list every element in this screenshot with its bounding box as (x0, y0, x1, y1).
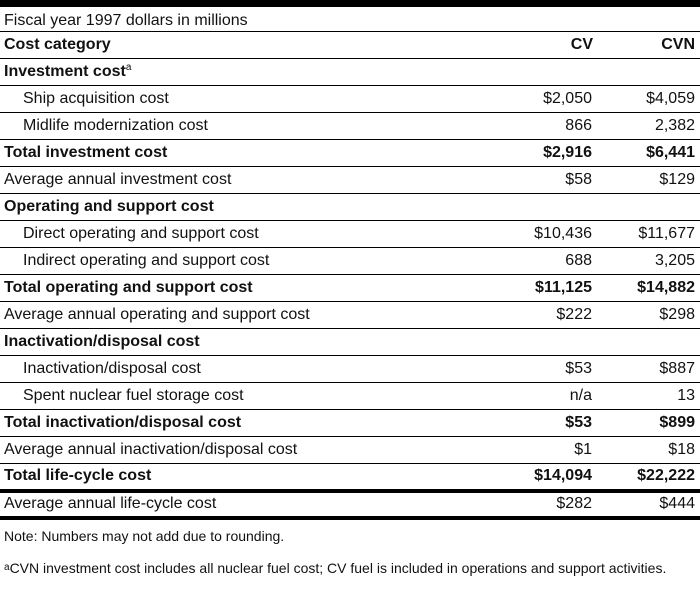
table-row: Average annual life-cycle cost $282 $444 (0, 490, 700, 520)
total-row: Total inactivation/disposal cost $53 $89… (0, 409, 700, 437)
cv-value: $10,436 (496, 220, 598, 248)
table-row: Average annual operating and support cos… (0, 301, 700, 329)
cv-value: $1 (496, 436, 598, 464)
cv-value: $11,125 (496, 274, 598, 302)
row-label: Spent nuclear fuel storage cost (0, 382, 496, 410)
cost-table: Cost category CV CVN Investment costa Sh… (0, 31, 700, 520)
row-label: Average annual investment cost (0, 166, 496, 194)
table-row: Average annual investment cost $58 $129 (0, 166, 700, 194)
row-label: Total operating and support cost (0, 274, 496, 302)
cvn-value: $6,441 (598, 139, 700, 167)
section-row-investment: Investment costa (0, 58, 700, 86)
cv-value: $2,050 (496, 85, 598, 113)
footnote-text: CVN investment cost includes all nuclear… (9, 559, 667, 576)
cvn-value: 13 (598, 382, 700, 410)
row-label: Average annual life-cycle cost (0, 490, 496, 520)
row-label: Ship acquisition cost (0, 85, 496, 113)
cvn-value (598, 58, 700, 86)
table-header-row: Cost category CV CVN (0, 31, 700, 59)
cvn-value: 3,205 (598, 247, 700, 275)
cvn-value: $298 (598, 301, 700, 329)
table-row: Indirect operating and support cost 688 … (0, 247, 700, 275)
cv-value: $14,094 (496, 463, 598, 493)
footnote: aCVN investment cost includes all nuclea… (0, 544, 694, 577)
cvn-value: $11,677 (598, 220, 700, 248)
cvn-value (598, 193, 700, 221)
cv-value: $2,916 (496, 139, 598, 167)
footnote-marker: a (4, 561, 10, 573)
top-rule (0, 0, 700, 7)
cv-value: $53 (496, 355, 598, 383)
cv-value: $58 (496, 166, 598, 194)
row-label: Total investment cost (0, 139, 496, 167)
row-label: Midlife modernization cost (0, 112, 496, 140)
row-label: Operating and support cost (0, 193, 496, 221)
cv-value (496, 328, 598, 356)
cvn-value: $887 (598, 355, 700, 383)
section-row-inactivation: Inactivation/disposal cost (0, 328, 700, 356)
cv-value: $282 (496, 490, 598, 520)
cv-value (496, 58, 598, 86)
cv-value: $53 (496, 409, 598, 437)
table-row: Average annual inactivation/disposal cos… (0, 436, 700, 464)
table-row: Midlife modernization cost 866 2,382 (0, 112, 700, 140)
row-label: Average annual inactivation/disposal cos… (0, 436, 496, 464)
cvn-value: $22,222 (598, 463, 700, 493)
rounding-note: Note: Numbers may not add due to roundin… (4, 527, 285, 544)
cv-value: n/a (496, 382, 598, 410)
row-label: Total life-cycle cost (0, 463, 496, 493)
section-row-operating: Operating and support cost (0, 193, 700, 221)
row-label: Inactivation/disposal cost (0, 328, 496, 356)
cvn-value: $129 (598, 166, 700, 194)
cv-value: $222 (496, 301, 598, 329)
row-label: Total inactivation/disposal cost (0, 409, 496, 437)
table-row: Spent nuclear fuel storage cost n/a 13 (0, 382, 700, 410)
cvn-value: $899 (598, 409, 700, 437)
cv-value: 688 (496, 247, 598, 275)
total-row: Total operating and support cost $11,125… (0, 274, 700, 302)
cv-value (496, 193, 598, 221)
table-row: Direct operating and support cost $10,43… (0, 220, 700, 248)
cvn-value: $18 (598, 436, 700, 464)
cv-value: 866 (496, 112, 598, 140)
row-label: Investment costa (0, 58, 496, 86)
table-caption: Fiscal year 1997 dollars in millions (4, 12, 248, 29)
cvn-value (598, 328, 700, 356)
row-label: Direct operating and support cost (0, 220, 496, 248)
footnote-marker: a (125, 62, 132, 73)
total-row: Total life-cycle cost $14,094 $22,222 (0, 463, 700, 493)
row-label-text: Investment cost (4, 63, 126, 80)
table-row: Ship acquisition cost $2,050 $4,059 (0, 85, 700, 113)
header-cv: CV (496, 31, 598, 59)
cvn-value: $444 (598, 490, 700, 520)
header-cvn: CVN (598, 31, 700, 59)
row-label: Average annual operating and support cos… (0, 301, 496, 329)
table-row: Inactivation/disposal cost $53 $887 (0, 355, 700, 383)
cvn-value: $4,059 (598, 85, 700, 113)
cvn-value: $14,882 (598, 274, 700, 302)
header-cost-category: Cost category (0, 31, 496, 59)
cvn-value: 2,382 (598, 112, 700, 140)
row-label: Inactivation/disposal cost (0, 355, 496, 383)
row-label: Indirect operating and support cost (0, 247, 496, 275)
total-row: Total investment cost $2,916 $6,441 (0, 139, 700, 167)
